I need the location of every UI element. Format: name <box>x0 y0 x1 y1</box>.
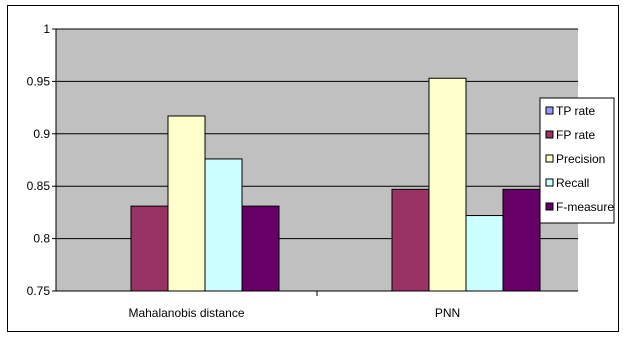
legend-swatch <box>545 178 554 187</box>
y-tick-label: 1 <box>43 22 50 36</box>
legend-swatch <box>545 154 554 163</box>
legend-label: Precision <box>556 152 605 166</box>
y-tick-label: 0.95 <box>27 74 51 88</box>
legend-swatch <box>545 202 554 211</box>
y-tick-label: 0.8 <box>33 232 50 246</box>
legend-label: TP rate <box>556 104 595 118</box>
bar <box>167 115 206 292</box>
bar <box>241 205 280 292</box>
bar <box>391 188 430 292</box>
x-tick-label: PNN <box>435 306 460 320</box>
bar <box>465 215 504 292</box>
legend-swatch <box>545 130 554 139</box>
legend-swatch <box>545 106 554 115</box>
y-tick-label: 0.85 <box>27 179 51 193</box>
legend-label: Recall <box>556 176 589 190</box>
legend-label: FP rate <box>556 128 595 142</box>
bar <box>204 158 243 292</box>
bar <box>428 77 467 292</box>
bar <box>130 205 169 292</box>
bar <box>502 188 541 292</box>
y-tick-label: 0.9 <box>33 127 50 141</box>
x-tick-label: Mahalanobis distance <box>128 306 244 320</box>
legend-label: F-measure <box>556 200 614 214</box>
y-tick-label: 0.75 <box>27 284 51 298</box>
